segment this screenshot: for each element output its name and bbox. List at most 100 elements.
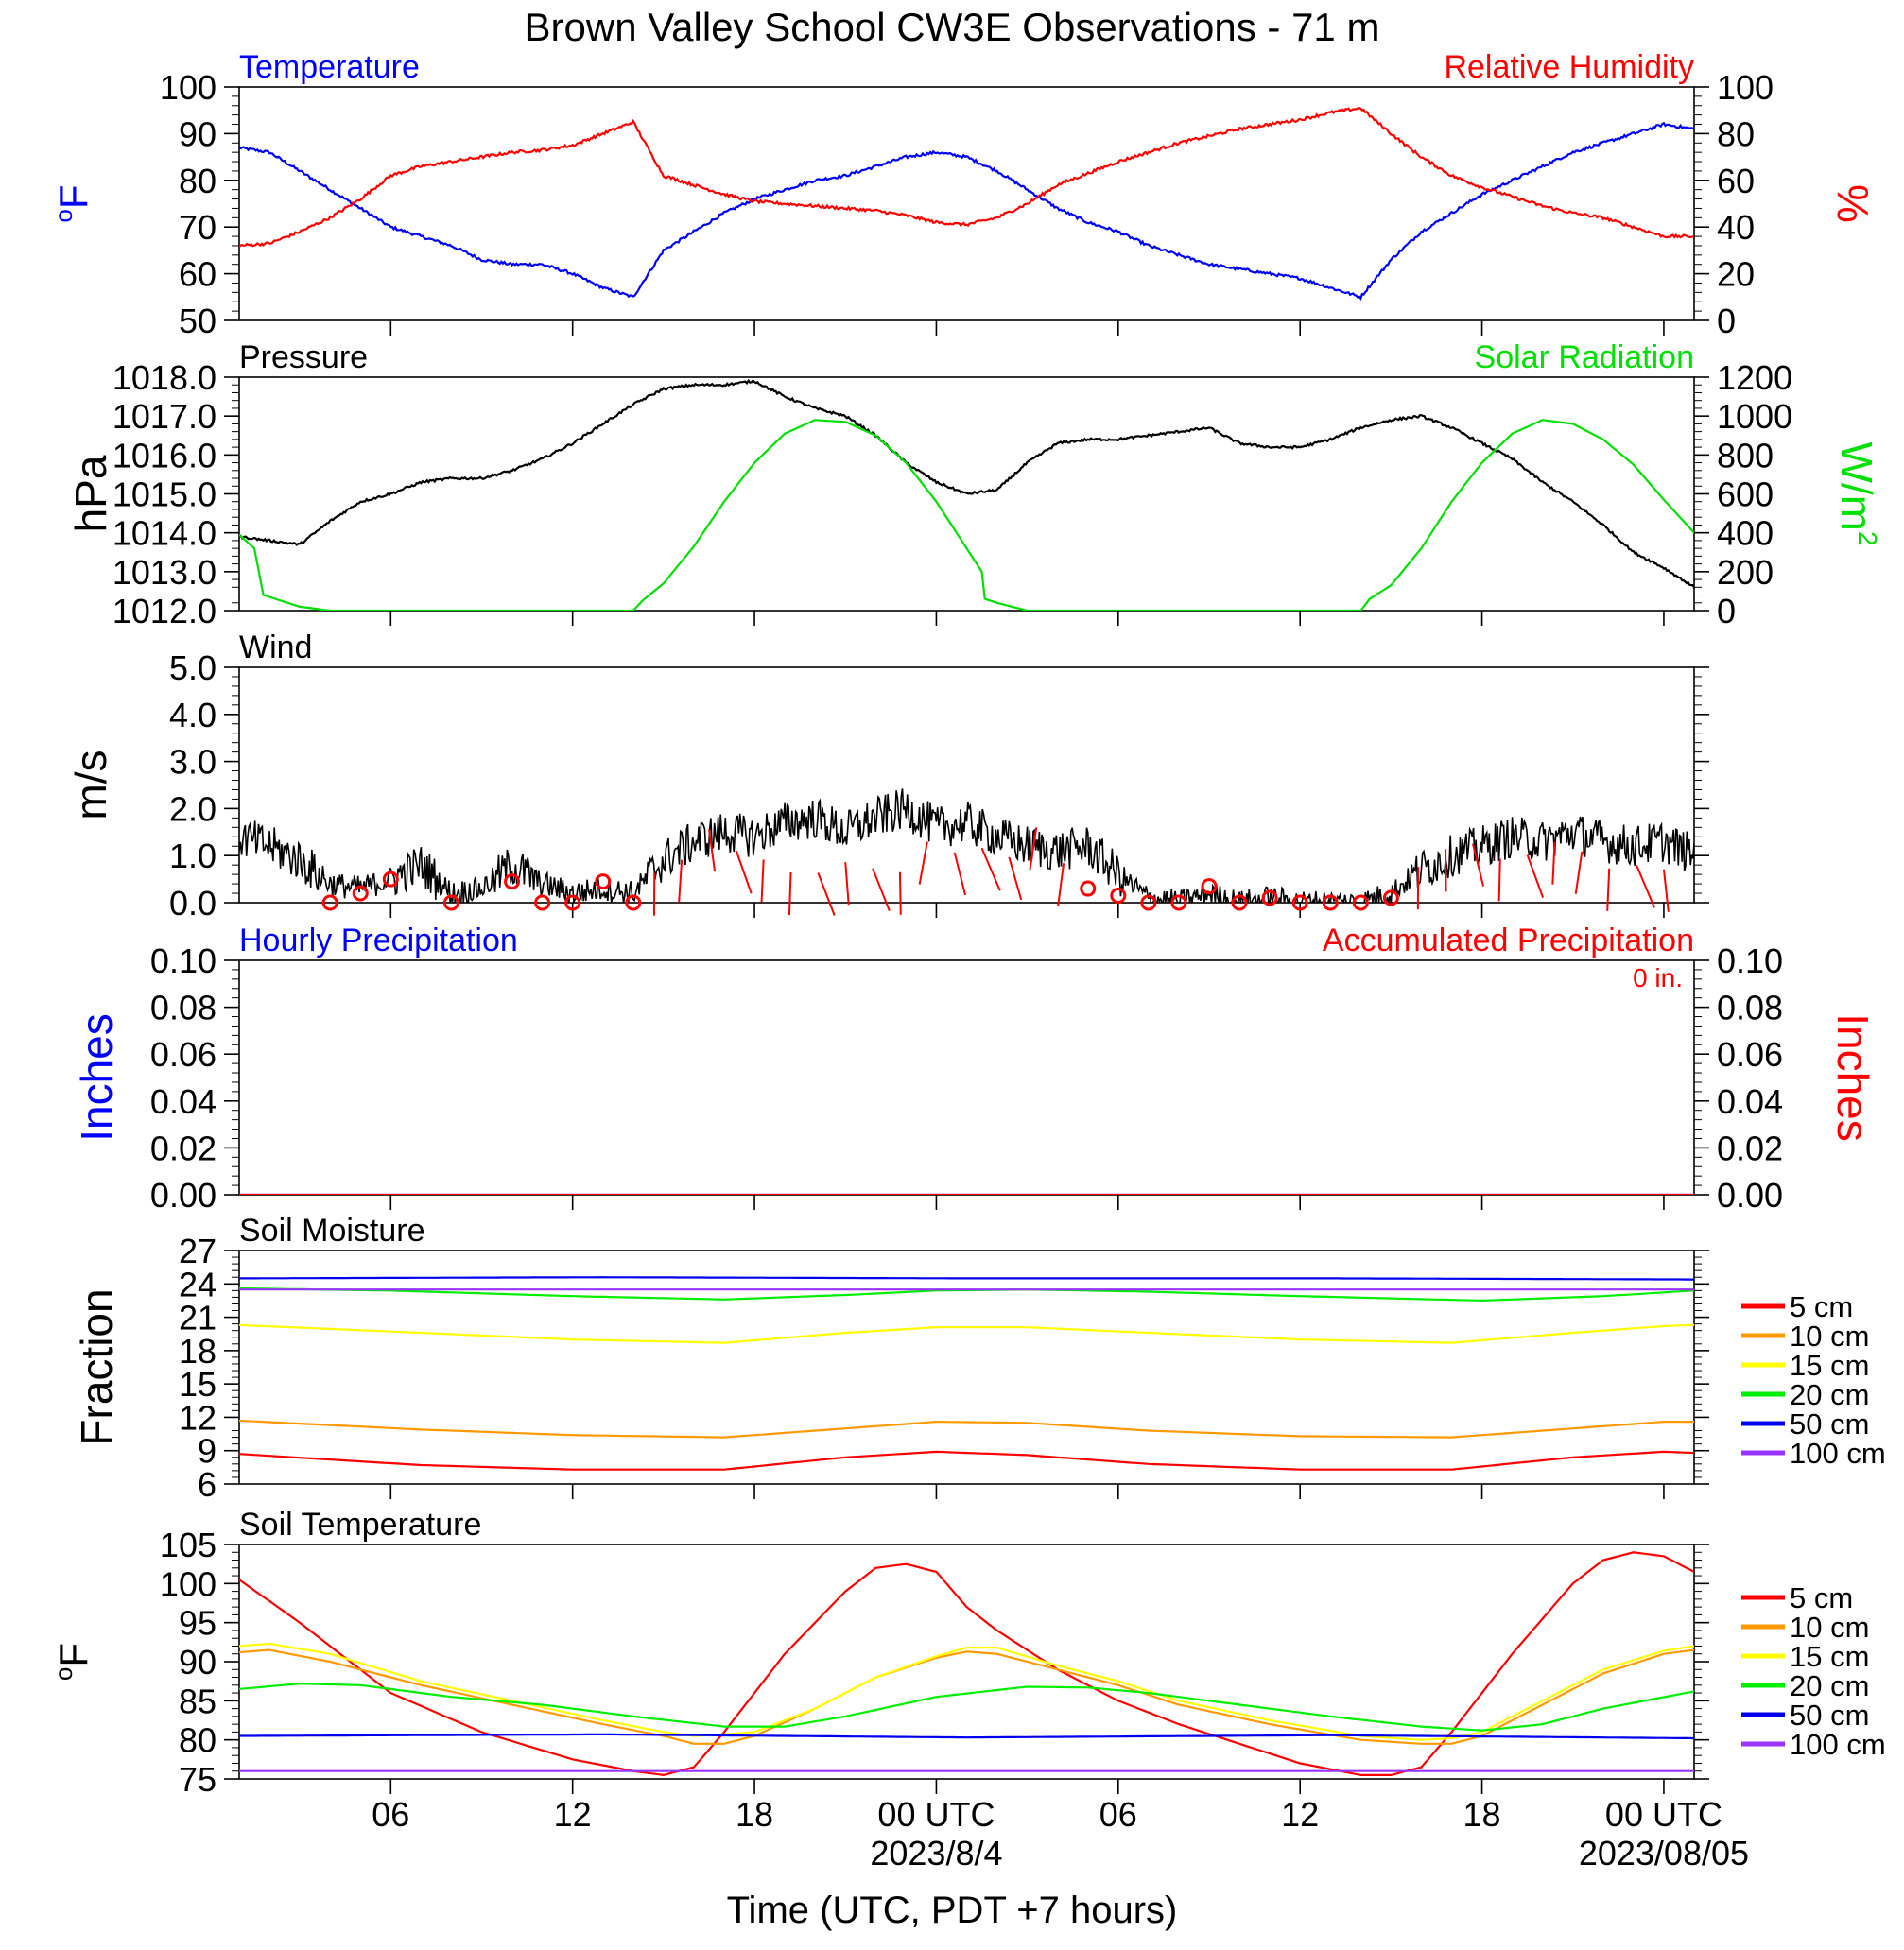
legend-label: 100 cm (1790, 1728, 1886, 1761)
legend-label: 5 cm (1790, 1290, 1853, 1323)
unit-f: F (51, 1643, 95, 1667)
y2-tick-label: 0.06 (1717, 1035, 1783, 1074)
legend-label: 15 cm (1790, 1349, 1869, 1382)
legend-label: 15 cm (1790, 1640, 1869, 1673)
y-tick-label: 70 (179, 208, 216, 247)
panel-pressure_solar: 1018.01017.01016.01015.01014.01013.01012… (66, 339, 1882, 630)
y-tick-label: 0.06 (150, 1035, 216, 1074)
wind-barb (1058, 863, 1064, 906)
y2-tick-label: 0.08 (1717, 989, 1783, 1027)
y2-axis-label: W/m2 (1832, 441, 1882, 545)
y2-axis-label: Inches (1828, 1013, 1878, 1142)
series-line-10-cm (239, 1421, 1694, 1438)
y-tick-label: 105 (160, 1526, 216, 1564)
legend-label: 5 cm (1790, 1581, 1853, 1614)
y-axis-label: m/s (66, 750, 115, 820)
legend-label: 50 cm (1790, 1407, 1869, 1441)
y-tick-label: 100 (160, 68, 216, 107)
x-axis-label: Time (UTC, PDT +7 hours) (727, 1890, 1178, 1931)
y2-axis-label: % (1828, 184, 1878, 223)
wind-barb (1636, 865, 1654, 907)
y2-tick-label: 80 (1717, 114, 1755, 153)
y2-tick-label: 400 (1717, 514, 1774, 553)
y2-tick-label: 1000 (1717, 397, 1792, 436)
panel-title-right: Accumulated Precipitation (1323, 923, 1694, 958)
series-line-5-cm (239, 1452, 1694, 1470)
unit-degree: o (49, 209, 78, 222)
wind-calm-marker (354, 887, 367, 900)
legend-label: 100 cm (1790, 1437, 1886, 1470)
wind-calm-marker (384, 872, 397, 886)
x-tick-label: 12 (554, 1795, 592, 1834)
y-tick-label: 95 (179, 1604, 216, 1643)
legend-label: 10 cm (1790, 1320, 1869, 1353)
wind-barb (955, 853, 965, 895)
plot-frame (239, 87, 1694, 320)
wind-barb (1009, 857, 1021, 900)
series-group (239, 108, 1694, 299)
unit-degree: o (49, 1667, 78, 1681)
series-group (239, 1277, 1694, 1470)
x-tick-label: 00 UTC (877, 1795, 995, 1834)
series-line-relative-humidity (239, 108, 1694, 247)
series-line-15-cm (239, 1325, 1694, 1343)
x-tick-label: 06 (1099, 1795, 1137, 1834)
wind-calm-marker (1112, 889, 1125, 903)
y-tick-label: 0.10 (150, 941, 216, 980)
y-axis-label: Inches (72, 1013, 121, 1142)
series-line-20-cm (239, 1683, 1694, 1731)
y-tick-label: 0.0 (169, 884, 216, 923)
wind-barb (736, 851, 752, 893)
panel-title-left: Soil Temperature (239, 1507, 481, 1543)
wind-barb (982, 848, 1000, 890)
y2-tick-label: 800 (1717, 436, 1774, 475)
y-tick-label: 85 (179, 1682, 216, 1720)
series-line-pressure (239, 381, 1694, 588)
y-tick-label: 1018.0 (113, 358, 216, 397)
y2-tick-label: 40 (1717, 208, 1755, 247)
series-group (239, 788, 1694, 903)
wind-barb (845, 862, 848, 905)
plot-frame (239, 1251, 1694, 1484)
y-tick-label: 90 (179, 114, 216, 153)
panel-title-right: Relative Humidity (1444, 49, 1694, 85)
x-tick-label: 18 (736, 1795, 773, 1834)
legend-label: 20 cm (1790, 1669, 1869, 1702)
y-tick-label: 100 (160, 1564, 216, 1603)
y-tick-label: 5.0 (169, 648, 216, 687)
accum-precip-value: 0 in. (1633, 963, 1683, 992)
y-tick-label: 0.00 (150, 1176, 216, 1215)
wind-barb (1552, 842, 1554, 885)
series-line-temperature (239, 123, 1694, 299)
y2-tick-label: 100 (1717, 68, 1774, 107)
y-tick-label: 0.04 (150, 1082, 216, 1121)
panel-precip: 0.100.080.060.040.020.000.100.080.060.04… (72, 923, 1878, 1215)
y-tick-label: 50 (179, 302, 216, 340)
y-axis-label: oF (49, 184, 95, 222)
y-tick-label: 1016.0 (113, 436, 216, 475)
y-axis-label: Fraction (72, 1288, 121, 1445)
panel-title-left: Soil Moisture (239, 1213, 425, 1249)
series-line-solar-radiation (239, 420, 1694, 611)
y2-tick-label: 600 (1717, 475, 1774, 514)
y-tick-label: 0.08 (150, 989, 216, 1027)
y-tick-label: 60 (179, 255, 216, 294)
plot-frame (239, 1544, 1694, 1779)
wind-barb (1528, 855, 1543, 898)
y-tick-label: 0.02 (150, 1129, 216, 1167)
wind-barb (920, 842, 927, 885)
y-tick-label: 1017.0 (113, 397, 216, 436)
y-tick-label: 1014.0 (113, 514, 216, 553)
unit-base: W/m (1832, 441, 1881, 531)
y-tick-label: 4.0 (169, 696, 216, 734)
plot-frame (239, 667, 1694, 903)
y2-tick-label: 200 (1717, 553, 1774, 592)
